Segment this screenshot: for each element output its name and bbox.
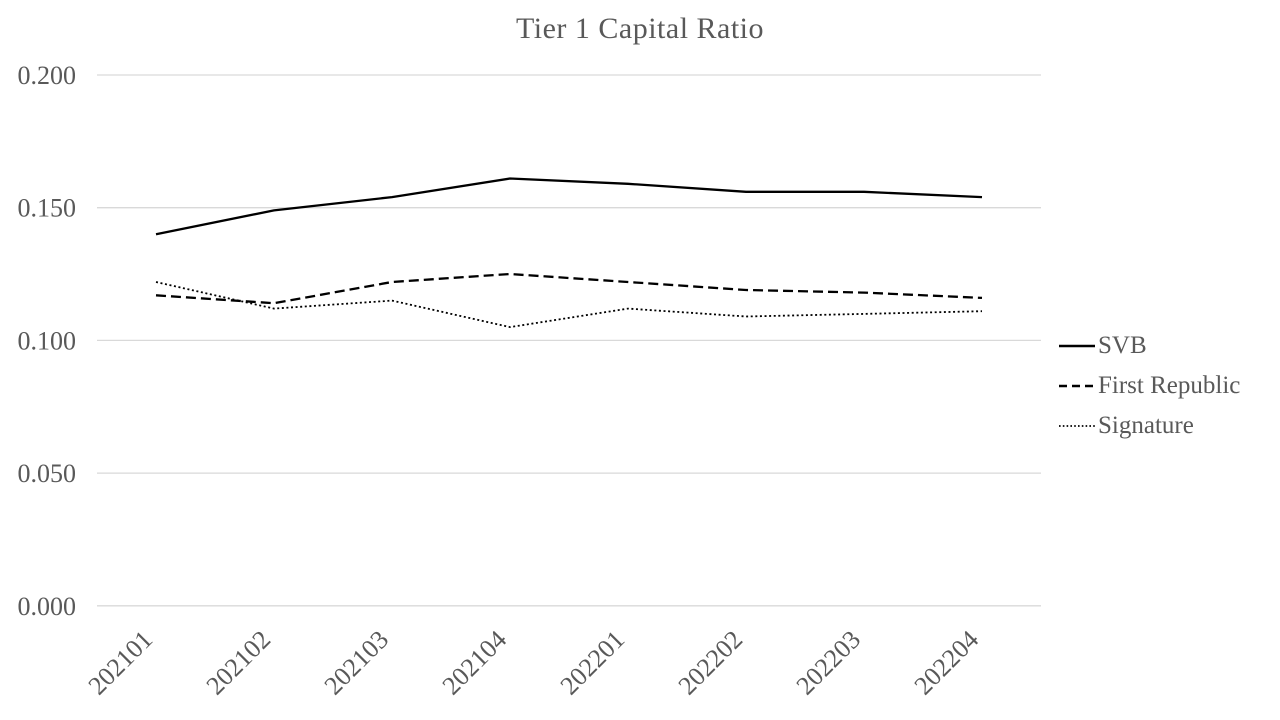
series-line-svb: [155, 177, 983, 236]
y-tick-label: 0.050: [18, 459, 77, 488]
x-tick-label: 202203: [791, 625, 867, 701]
series-line-group: [155, 177, 983, 329]
x-tick-label: 202101: [83, 625, 159, 701]
legend-entry-svb: SVB: [1058, 326, 1278, 366]
x-tick-label: 202104: [437, 625, 513, 701]
legend-entry-signature: Signature: [1058, 406, 1278, 446]
y-tick-label: 0.200: [18, 61, 77, 90]
y-tick-label: 0.100: [18, 326, 77, 355]
legend-line-sample-dashed: [1059, 384, 1095, 388]
x-tick-label: 202102: [201, 625, 277, 701]
x-tick-label: 202201: [555, 625, 631, 701]
x-tick-label: 202202: [673, 625, 749, 701]
legend-line-sample-dotted: [1059, 425, 1095, 427]
gridline-group: [97, 74, 1041, 607]
legend: SVB First Republic Signature: [1058, 326, 1278, 446]
legend-line-sample-solid: [1059, 344, 1095, 348]
y-axis-tick-labels: 0.000 0.050 0.100 0.150 0.200: [18, 61, 77, 621]
legend-label: Signature: [1098, 412, 1194, 439]
series-line-signature: [155, 281, 983, 329]
y-tick-label: 0.000: [18, 592, 77, 621]
chart-title: Tier 1 Capital Ratio: [515, 12, 765, 45]
x-tick-label: 202204: [909, 625, 985, 701]
y-tick-label: 0.150: [18, 194, 77, 223]
legend-label: SVB: [1098, 332, 1147, 359]
x-axis-tick-labels: 202101 202102 202103 202104 202201 202202 2022…: [83, 625, 985, 701]
legend-entry-first-republic: First Republic: [1058, 366, 1278, 406]
series-line-first-republic: [155, 272, 983, 305]
legend-label: First Republic: [1098, 372, 1241, 399]
x-tick-label: 202103: [319, 625, 395, 701]
